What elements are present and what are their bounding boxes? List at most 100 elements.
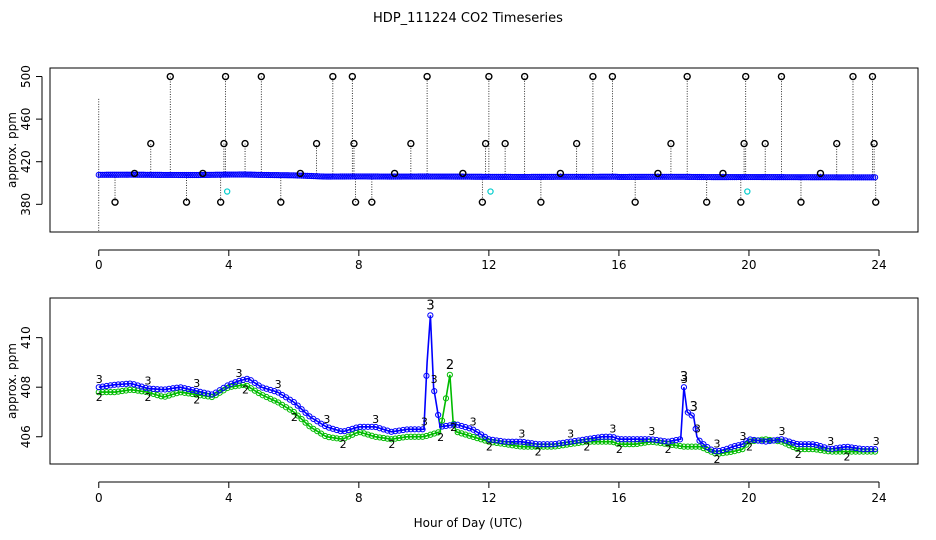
- series-point: [520, 443, 528, 450]
- series-point: [485, 436, 492, 443]
- baseline-point: [532, 173, 539, 180]
- baseline-point: [634, 173, 641, 180]
- series-point: [548, 441, 555, 448]
- baseline-point: [358, 173, 366, 180]
- baseline-point: [776, 174, 783, 181]
- spike-point: [350, 139, 358, 148]
- baseline-point: [690, 173, 697, 181]
- series-point: [747, 438, 754, 445]
- series-point: [392, 428, 399, 435]
- baseline-point: [284, 172, 292, 179]
- series-point: [715, 447, 723, 455]
- series-point: [419, 433, 426, 440]
- baseline-point: [673, 173, 680, 180]
- series-digit-label: 3: [681, 373, 688, 386]
- series-point: [380, 434, 387, 442]
- series-point: [801, 441, 808, 448]
- series-point: [790, 439, 797, 446]
- series-digit-label: 3: [827, 435, 834, 448]
- series-point: [380, 426, 387, 433]
- series-point: [138, 388, 145, 395]
- spike-point: [481, 139, 490, 148]
- low-point: [744, 188, 751, 195]
- series-digit-label: 2: [193, 394, 200, 407]
- baseline-point: [273, 172, 280, 179]
- x-tick-label: 20: [741, 258, 756, 272]
- series-point: [583, 436, 590, 443]
- baseline-point: [665, 173, 672, 180]
- series-point: [856, 445, 863, 452]
- series-point: [290, 398, 297, 406]
- baseline-point: [464, 173, 471, 180]
- x-tick-label: 20: [741, 491, 756, 505]
- series-point: [154, 386, 161, 393]
- series-point: [840, 443, 847, 451]
- series-point: [595, 434, 602, 441]
- series-point: [290, 408, 297, 416]
- x-tick-label: 12: [481, 491, 496, 505]
- series-digit-label: 3: [236, 367, 243, 380]
- baseline-point: [249, 171, 256, 178]
- baseline-point: [366, 173, 373, 180]
- series-point: [388, 436, 395, 443]
- baseline-point: [214, 171, 221, 178]
- series-point: [645, 436, 652, 443]
- series-digit-label: 2: [145, 391, 152, 404]
- series-point: [505, 441, 512, 448]
- baseline-point: [253, 171, 260, 178]
- series-point: [684, 409, 691, 416]
- series-point: [751, 436, 758, 444]
- baseline-point: [115, 171, 122, 178]
- baseline-point: [99, 171, 106, 178]
- baseline-point: [669, 173, 676, 180]
- baseline-point: [306, 172, 313, 180]
- series-point: [204, 390, 212, 397]
- series-digit-label: 2: [795, 448, 802, 461]
- series-point: [840, 448, 847, 455]
- series-point: [154, 392, 161, 399]
- y-tick-label: 420: [19, 150, 33, 173]
- spike-point: [348, 72, 357, 81]
- spike-point: [761, 139, 769, 148]
- baseline-point: [103, 171, 110, 178]
- series-point: [427, 312, 434, 319]
- y-tick-label: 500: [19, 65, 33, 88]
- series-point: [676, 436, 684, 443]
- series-point: [688, 412, 695, 419]
- baseline-point: [481, 173, 489, 180]
- series-point: [454, 421, 461, 428]
- baseline-point: [557, 173, 565, 180]
- series-point: [540, 441, 547, 448]
- series-point: [829, 448, 836, 455]
- spike-point: [631, 198, 639, 206]
- series-point: [294, 402, 301, 409]
- baseline-point: [396, 173, 403, 180]
- series-point: [407, 426, 414, 433]
- baseline-point: [132, 171, 139, 178]
- baseline-point: [460, 173, 467, 180]
- series-point: [509, 438, 516, 445]
- baseline-point: [353, 173, 360, 180]
- baseline-point: [398, 173, 405, 180]
- series-point: [575, 437, 582, 444]
- baseline-point: [862, 174, 869, 181]
- series-point: [528, 440, 535, 447]
- series-point: [360, 423, 368, 430]
- series-point: [501, 438, 508, 445]
- baseline-point: [743, 173, 750, 181]
- series-point: [832, 445, 840, 452]
- spike-point: [797, 198, 805, 206]
- series-point: [345, 426, 352, 434]
- series-point: [739, 441, 746, 448]
- series-point: [704, 446, 711, 454]
- baseline-point: [612, 173, 619, 180]
- baseline-point: [489, 173, 496, 180]
- baseline-point: [503, 173, 510, 180]
- series-point: [263, 393, 270, 401]
- spike-point: [740, 139, 748, 148]
- series-point: [337, 428, 344, 435]
- spike-point: [130, 169, 139, 178]
- series-point: [446, 371, 453, 378]
- series-digit-label: 3: [431, 373, 438, 386]
- baseline-point: [751, 173, 758, 181]
